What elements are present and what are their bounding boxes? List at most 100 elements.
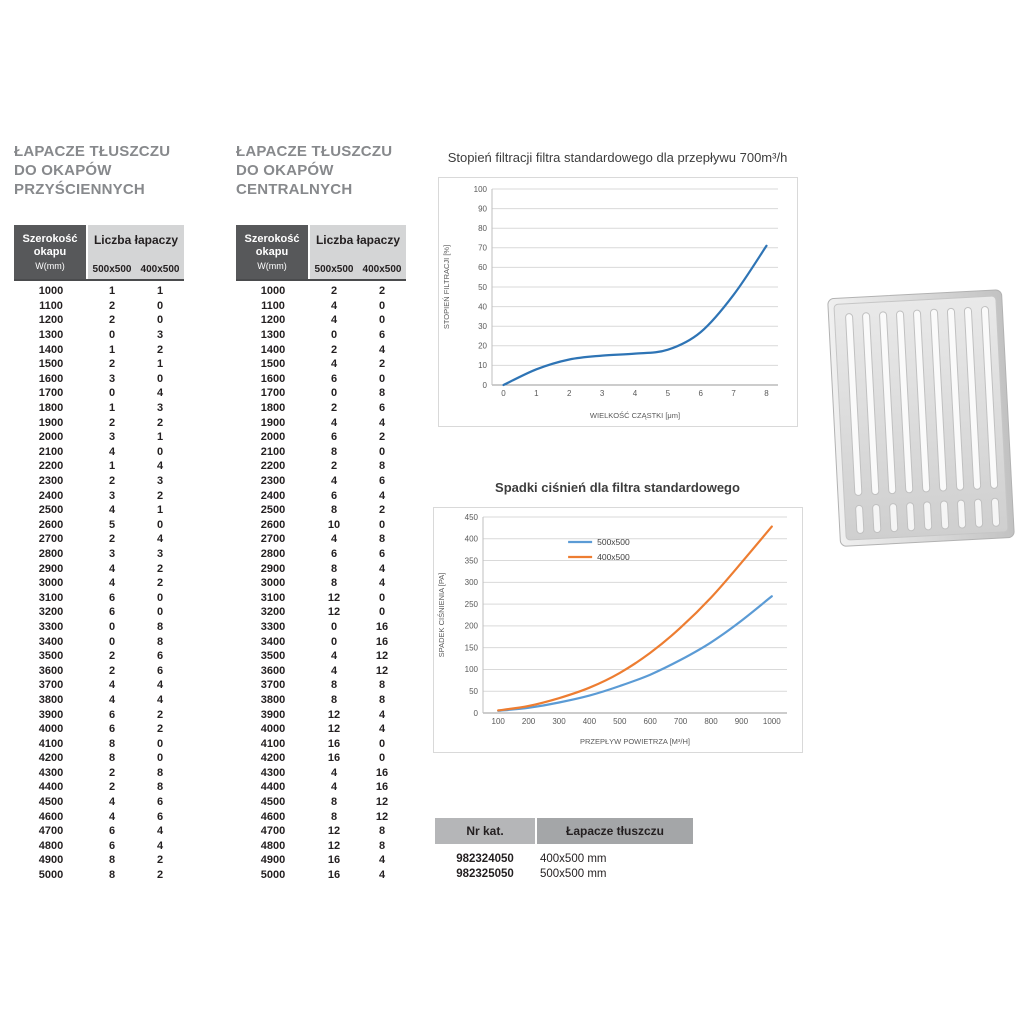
svg-text:90: 90 [478, 204, 487, 213]
width-value: 2500 [38, 504, 64, 517]
count-400x500: 6 [378, 329, 386, 342]
count-400x500: 4 [378, 708, 386, 721]
count-500x500: 2 [108, 533, 116, 546]
count-500x500: 4 [108, 796, 116, 809]
count-500x500: 0 [108, 620, 116, 633]
count-400x500: 6 [156, 796, 164, 809]
table-row: 4800 12 8 [236, 839, 406, 854]
width-value: 3000 [260, 577, 286, 590]
table-row: 2200 2 8 [236, 459, 406, 474]
table-row: 1000 2 2 [236, 284, 406, 299]
svg-text:50: 50 [478, 283, 487, 292]
count-500x500: 3 [108, 372, 116, 385]
count-500x500: 2 [108, 664, 116, 677]
width-value: 1300 [38, 329, 64, 342]
table-row: 3300 0 8 [14, 620, 184, 635]
pressure-chart-title: Spadki ciśnień dla filtra standardowego [495, 480, 740, 495]
count-500x500: 16 [327, 869, 341, 882]
count-500x500: 0 [330, 387, 338, 400]
table-row: 2500 8 2 [236, 503, 406, 518]
svg-text:3: 3 [599, 389, 604, 398]
width-value: 1400 [260, 343, 286, 356]
table-row: 1900 4 4 [236, 415, 406, 430]
svg-text:400: 400 [582, 717, 596, 726]
count-400x500: 3 [156, 547, 164, 560]
table-row: 4800 6 4 [14, 839, 184, 854]
count-500x500: 12 [327, 723, 341, 736]
count-400x500: 4 [156, 460, 164, 473]
count-400x500: 2 [156, 416, 164, 429]
svg-text:STOPIEŃ FILTRACJI [%]: STOPIEŃ FILTRACJI [%] [442, 245, 451, 329]
svg-text:6: 6 [698, 389, 703, 398]
table-row: 2400 6 4 [236, 488, 406, 503]
count-500x500: 16 [327, 737, 341, 750]
table-header: Szerokość okapu W(mm) Liczba łapaczy 500… [236, 225, 406, 281]
table-row: 1900 2 2 [14, 415, 184, 430]
svg-text:0: 0 [482, 381, 487, 390]
count-500x500: 2 [108, 416, 116, 429]
wall-hood-table-section: ŁAPACZE TŁUSZCZU DO OKAPÓW PRZYŚCIENNYCH… [14, 142, 184, 882]
width-value: 4100 [38, 737, 64, 750]
count-400x500: 2 [378, 358, 386, 371]
count-400x500: 16 [375, 635, 389, 648]
count-400x500: 12 [375, 650, 389, 663]
width-value: 4600 [38, 810, 64, 823]
table-row: 2800 3 3 [14, 547, 184, 562]
count-500x500: 4 [330, 358, 338, 371]
table-row: 4000 12 4 [236, 722, 406, 737]
width-value: 2200 [38, 460, 64, 473]
table-row: 4300 4 16 [236, 766, 406, 781]
table-row: 4600 8 12 [236, 809, 406, 824]
width-value: 1800 [260, 402, 286, 415]
pressure-drop-chart: 0 50 100 150 200 250 300 350 400 450 100 200 300 400 5… [432, 507, 803, 753]
width-value: 4200 [260, 752, 286, 765]
width-value: 3400 [38, 635, 64, 648]
width-value: 3900 [38, 708, 64, 721]
width-header-unit: W(mm) [35, 261, 65, 271]
catalog-header: Nr kat. Łapacze tłuszczu [435, 818, 693, 844]
count-400x500: 4 [156, 825, 164, 838]
width-value: 1200 [38, 314, 64, 327]
catalog-rows: 982324050 400x500 mm 982325050 500x500 mm [435, 851, 693, 881]
count-500x500: 8 [108, 737, 116, 750]
width-value: 4000 [260, 723, 286, 736]
title-line: PRZYŚCIENNYCH [14, 181, 145, 198]
count-500x500: 6 [330, 431, 338, 444]
count-400x500: 4 [156, 387, 164, 400]
width-value: 3100 [38, 591, 64, 604]
count-500x500: 0 [330, 620, 338, 633]
svg-text:900: 900 [734, 717, 748, 726]
svg-text:400: 400 [464, 535, 478, 544]
count-500x500: 1 [108, 402, 116, 415]
count-400x500: 12 [375, 810, 389, 823]
count-400x500: 3 [156, 475, 164, 488]
width-value: 3300 [260, 620, 286, 633]
table-row: 2400 3 2 [14, 488, 184, 503]
width-value: 1300 [260, 329, 286, 342]
svg-text:400x500: 400x500 [597, 552, 630, 562]
count-500x500: 6 [108, 723, 116, 736]
count-400x500: 8 [378, 679, 386, 692]
count-500x500: 2 [108, 650, 116, 663]
table-row: 1300 0 3 [14, 328, 184, 343]
count-500x500: 4 [330, 664, 338, 677]
count-400x500: 4 [156, 679, 164, 692]
count-500x500: 1 [108, 460, 116, 473]
count-500x500: 4 [108, 504, 116, 517]
table-row: 3600 4 12 [236, 663, 406, 678]
table-row: 2700 4 8 [236, 532, 406, 547]
table-row: 3000 4 2 [14, 576, 184, 591]
count-400x500: 0 [156, 518, 164, 531]
table-row: 1200 4 0 [236, 313, 406, 328]
count-400x500: 3 [156, 329, 164, 342]
count-500x500: 1 [108, 285, 116, 298]
count-500x500: 8 [108, 869, 116, 882]
table-row: 2800 6 6 [236, 547, 406, 562]
table-row: 1400 1 2 [14, 342, 184, 357]
wall-table-body: 1000 1 1 1100 2 0 1200 2 0 1300 0 3 1400 1 2 1500 2 1 1600… [14, 281, 184, 882]
table-row: 4200 16 0 [236, 751, 406, 766]
count-400x500: 0 [378, 752, 386, 765]
count-500x500: 6 [108, 839, 116, 852]
width-value: 4100 [260, 737, 286, 750]
width-value: 2500 [260, 504, 286, 517]
